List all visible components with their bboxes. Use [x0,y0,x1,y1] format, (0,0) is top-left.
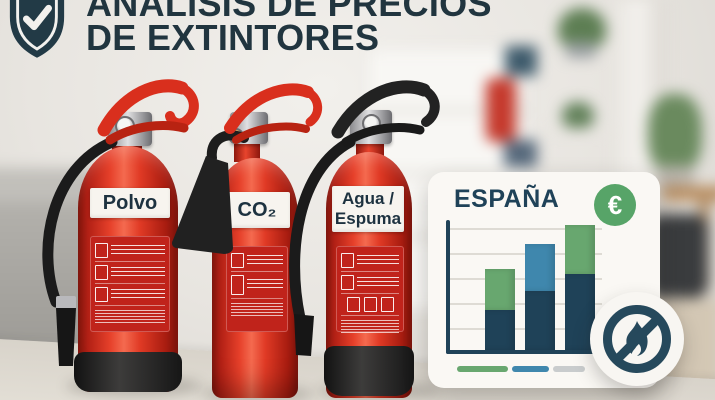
euro-icon: € [594,184,636,226]
bar-segment-green [565,224,595,275]
books [505,46,537,76]
bar-segment-blue [525,243,555,292]
bar-segment-navy [525,291,555,350]
legend-dash-gray [553,366,585,372]
text-lines [357,276,399,289]
shield-check-icon [9,0,65,58]
shelf-red-object [486,78,516,142]
no-fire-prohibition-icon [590,292,684,386]
instruction-sticker [336,246,404,335]
flame-pictogram-icon [341,253,354,268]
desk [662,186,715,201]
price-bar-3 [565,224,595,350]
price-bar-2 [525,243,555,350]
pictogram-icon [95,287,108,302]
title-line-1: ANÁLISIS DE PRECIOS [86,0,492,24]
pressure-gauge-icon [115,116,135,136]
shelf-line [370,108,528,113]
plant [648,94,702,174]
valve-fitting [228,128,244,144]
type-label: Agua / Espuma [332,186,404,232]
title-line-2: DE EXTINTORES [86,17,380,58]
wall-shelf [549,128,607,133]
card-title: ESPAÑA [454,185,560,213]
euro-symbol: € [607,189,623,220]
price-bar-1 [485,269,515,350]
chart-y-axis [446,220,450,354]
pictogram-row [95,262,165,284]
plant-pot [566,42,596,58]
instruction-sticker [90,236,170,332]
text-lines [247,254,283,267]
chart-x-axis [446,350,604,354]
pictogram-row [231,272,283,299]
bar-plot [448,222,604,350]
type-label-text: Espuma [334,209,402,228]
type-label-text: CO₂ [237,198,277,221]
pictogram-icon [95,265,108,280]
books [504,140,537,167]
pictogram-icon [231,275,244,295]
pictogram-icon [380,297,394,312]
text-lines [111,288,165,301]
bar-segment-navy [485,310,515,350]
pictogram-icon [95,243,108,258]
pictogram-row [341,294,399,316]
legend-dash-blue [512,366,549,372]
pictogram-row [95,284,165,306]
type-label: CO₂ [224,192,290,228]
page-title: ANÁLISIS DE PRECIOS DE EXTINTORES [86,0,492,58]
pressure-gauge-icon [362,114,381,133]
pictogram-icon [346,297,360,312]
pictogram-row [231,250,283,272]
cylinder-base [74,352,182,392]
pictogram-icon [363,297,377,312]
type-label-text: Agua / [342,189,394,208]
prohibition-ring [603,305,671,373]
pictogram-row [341,272,399,294]
drop-pictogram-icon [341,275,354,290]
bar-segment-green [485,269,515,311]
type-label: Polvo [90,188,170,218]
chart-legend [457,366,585,372]
text-lines [111,266,165,279]
wall-plant [562,102,594,130]
fine-print [231,303,283,318]
cylinder-base [324,346,414,396]
type-label-text: Polvo [102,191,158,214]
pictogram-row [341,250,399,272]
text-lines [247,279,283,291]
pictogram-row [95,240,165,262]
pictogram-icon [231,253,244,268]
price-chart-card: ESPAÑA € [428,172,660,388]
instruction-sticker [226,246,288,332]
legend-dash-green [457,366,508,372]
text-lines [111,244,165,257]
text-lines [357,254,399,267]
fine-print [95,310,165,325]
fine-print [341,320,399,335]
